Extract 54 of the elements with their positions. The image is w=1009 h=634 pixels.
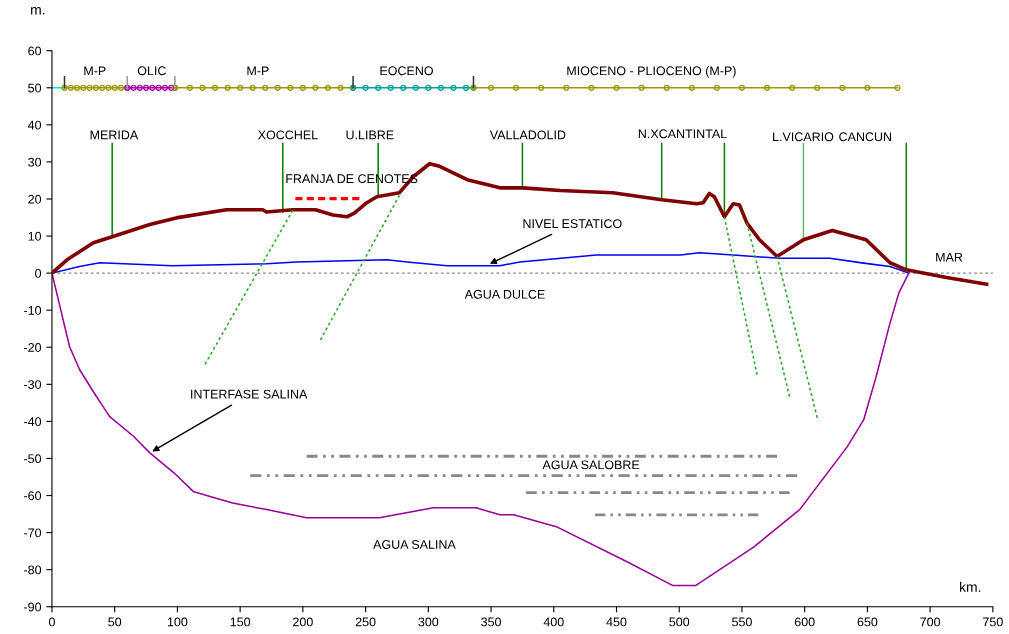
x-tick-label: 100 — [167, 617, 188, 627]
x-tick-label: 200 — [293, 617, 313, 627]
y-tick-label: -30 — [24, 380, 42, 389]
y-axis-title: m. — [31, 7, 45, 15]
x-tick-label: 150 — [230, 617, 251, 627]
annotation: AGUA DULCE — [464, 289, 545, 299]
y-tick-label: -70 — [24, 528, 42, 538]
x-tick-label: 350 — [481, 617, 501, 627]
x-axis-title: km. — [960, 581, 981, 592]
annotation: N.XCANTINTAL — [638, 129, 727, 139]
y-tick-label: -20 — [24, 343, 42, 352]
annotation: U.LIBRE — [346, 130, 394, 140]
x-tick-label: 600 — [794, 617, 815, 627]
y-tick-label: 0 — [35, 268, 42, 278]
x-tick-label: 750 — [983, 617, 1003, 627]
y-tick-label: 20 — [28, 194, 42, 204]
x-tick-label: 700 — [920, 617, 941, 627]
annotation: L.VICARIO — [773, 132, 834, 142]
annotation: EOCENO — [380, 66, 433, 76]
annotation: MERIDA — [90, 130, 139, 140]
x-tick-label: 0 — [48, 617, 55, 627]
annotation: OLIC — [137, 66, 166, 76]
annotation: INTERFASE SALINA — [191, 389, 308, 399]
x-tick-label: 450 — [606, 617, 627, 627]
y-tick-label: 60 — [28, 46, 42, 56]
annotation: M-P — [247, 66, 269, 76]
line-series — [51, 161, 989, 287]
y-tick-label: -40 — [24, 417, 42, 427]
y-tick-label: -80 — [24, 565, 42, 575]
y-tick-label: -90 — [24, 602, 42, 612]
annotation: MAR — [936, 252, 963, 262]
x-tick-label: 550 — [732, 617, 752, 627]
y-tick-label: 30 — [28, 157, 42, 167]
annotation: MIOCENO - PLIOCENO (M-P) — [567, 66, 736, 78]
annotation: M-P — [84, 66, 106, 76]
x-tick-label: 300 — [418, 617, 439, 627]
x-tick-label: 50 — [108, 617, 122, 627]
y-tick-label: -50 — [24, 454, 42, 464]
annotation: AGUA SALOBRE — [542, 460, 640, 470]
y-tick-label: -10 — [24, 306, 42, 315]
annotation: CANCUN — [839, 132, 891, 142]
annotation: AGUA SALINA — [373, 540, 456, 549]
annotation: XOCCHEL — [257, 130, 318, 140]
x-tick-label: 400 — [543, 617, 564, 627]
y-tick-label: -60 — [24, 491, 42, 501]
x-tick-label: 650 — [857, 617, 878, 627]
x-tick-label: 250 — [355, 617, 376, 627]
y-tick-label: 50 — [28, 83, 42, 93]
annotation: NIVEL ESTATICO — [523, 219, 622, 229]
y-tick-label: 40 — [27, 120, 42, 130]
annotation: VALLADOLID — [489, 130, 566, 140]
line-series — [51, 272, 910, 587]
x-tick-label: 500 — [669, 617, 690, 627]
y-tick-label: 10 — [28, 231, 42, 241]
